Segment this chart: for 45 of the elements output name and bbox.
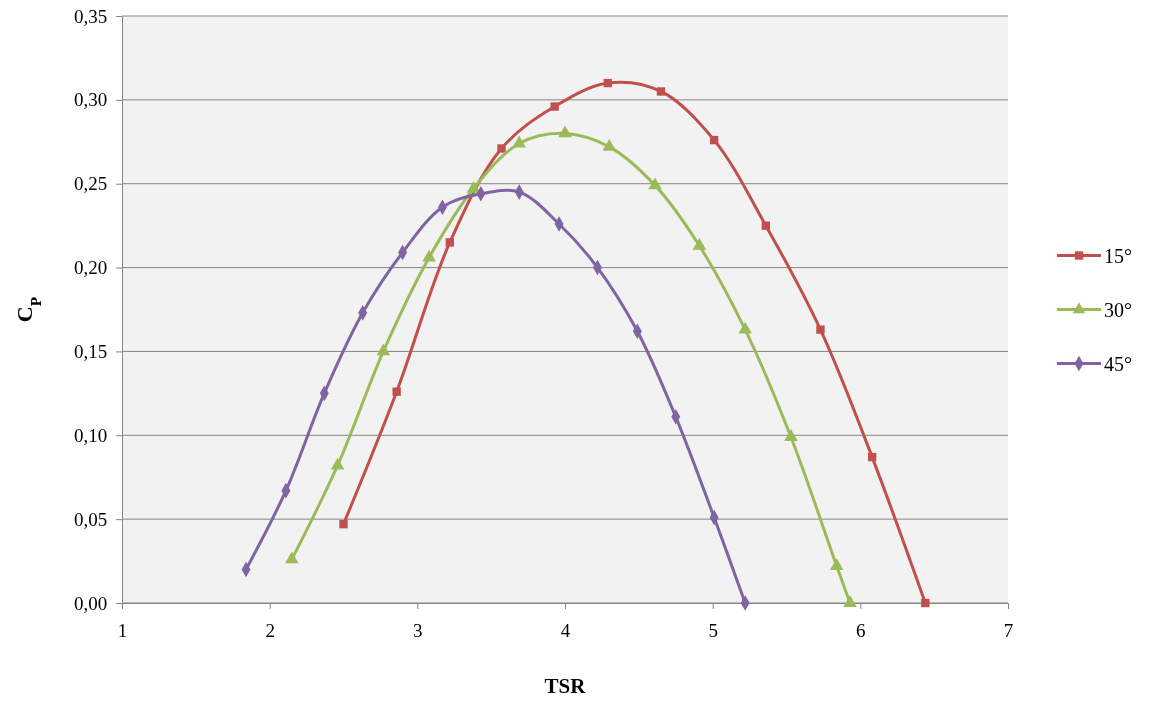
point [466, 180, 481, 193]
point [648, 177, 662, 190]
point [339, 519, 348, 529]
point [656, 87, 666, 96]
point [692, 237, 707, 250]
point [738, 321, 752, 334]
point [422, 249, 436, 262]
legend-label: 15° [1104, 244, 1132, 267]
x-tick-label: 2 [265, 619, 275, 641]
point [829, 558, 844, 571]
point [709, 135, 719, 145]
point [761, 221, 771, 230]
point [602, 138, 617, 151]
y-tick-label: 0,25 [74, 173, 108, 195]
point [921, 598, 930, 608]
x-tick-label: 6 [856, 619, 866, 641]
point [445, 238, 454, 247]
y-tick-label: 0,05 [74, 508, 108, 530]
point [816, 325, 825, 334]
y-tick-label: 0,15 [74, 341, 108, 363]
x-tick-label: 3 [413, 619, 423, 641]
point [603, 78, 613, 88]
y-tick-label: 0,10 [74, 424, 108, 446]
point [512, 135, 527, 148]
y-tick-label: 0,20 [74, 257, 108, 279]
point [784, 429, 798, 441]
point [376, 343, 391, 356]
x-axis-title: TSR [544, 674, 587, 698]
x-tick-label: 1 [117, 619, 128, 641]
point [392, 387, 401, 396]
x-tick-label: 5 [708, 619, 718, 641]
legend-label: 45° [1104, 352, 1132, 375]
point [330, 457, 345, 470]
y-tick-label: 0,35 [74, 5, 108, 27]
point [550, 102, 559, 111]
point [497, 144, 506, 153]
point [558, 125, 572, 138]
x-tick-label: 4 [560, 619, 571, 641]
point [843, 595, 857, 607]
y-tick-label: 0,30 [74, 89, 108, 111]
x-tick-label: 7 [1003, 619, 1014, 641]
point [867, 452, 877, 462]
point [285, 551, 299, 564]
legend-label: 30° [1104, 298, 1132, 321]
y-tick-label: 0,00 [74, 592, 108, 614]
